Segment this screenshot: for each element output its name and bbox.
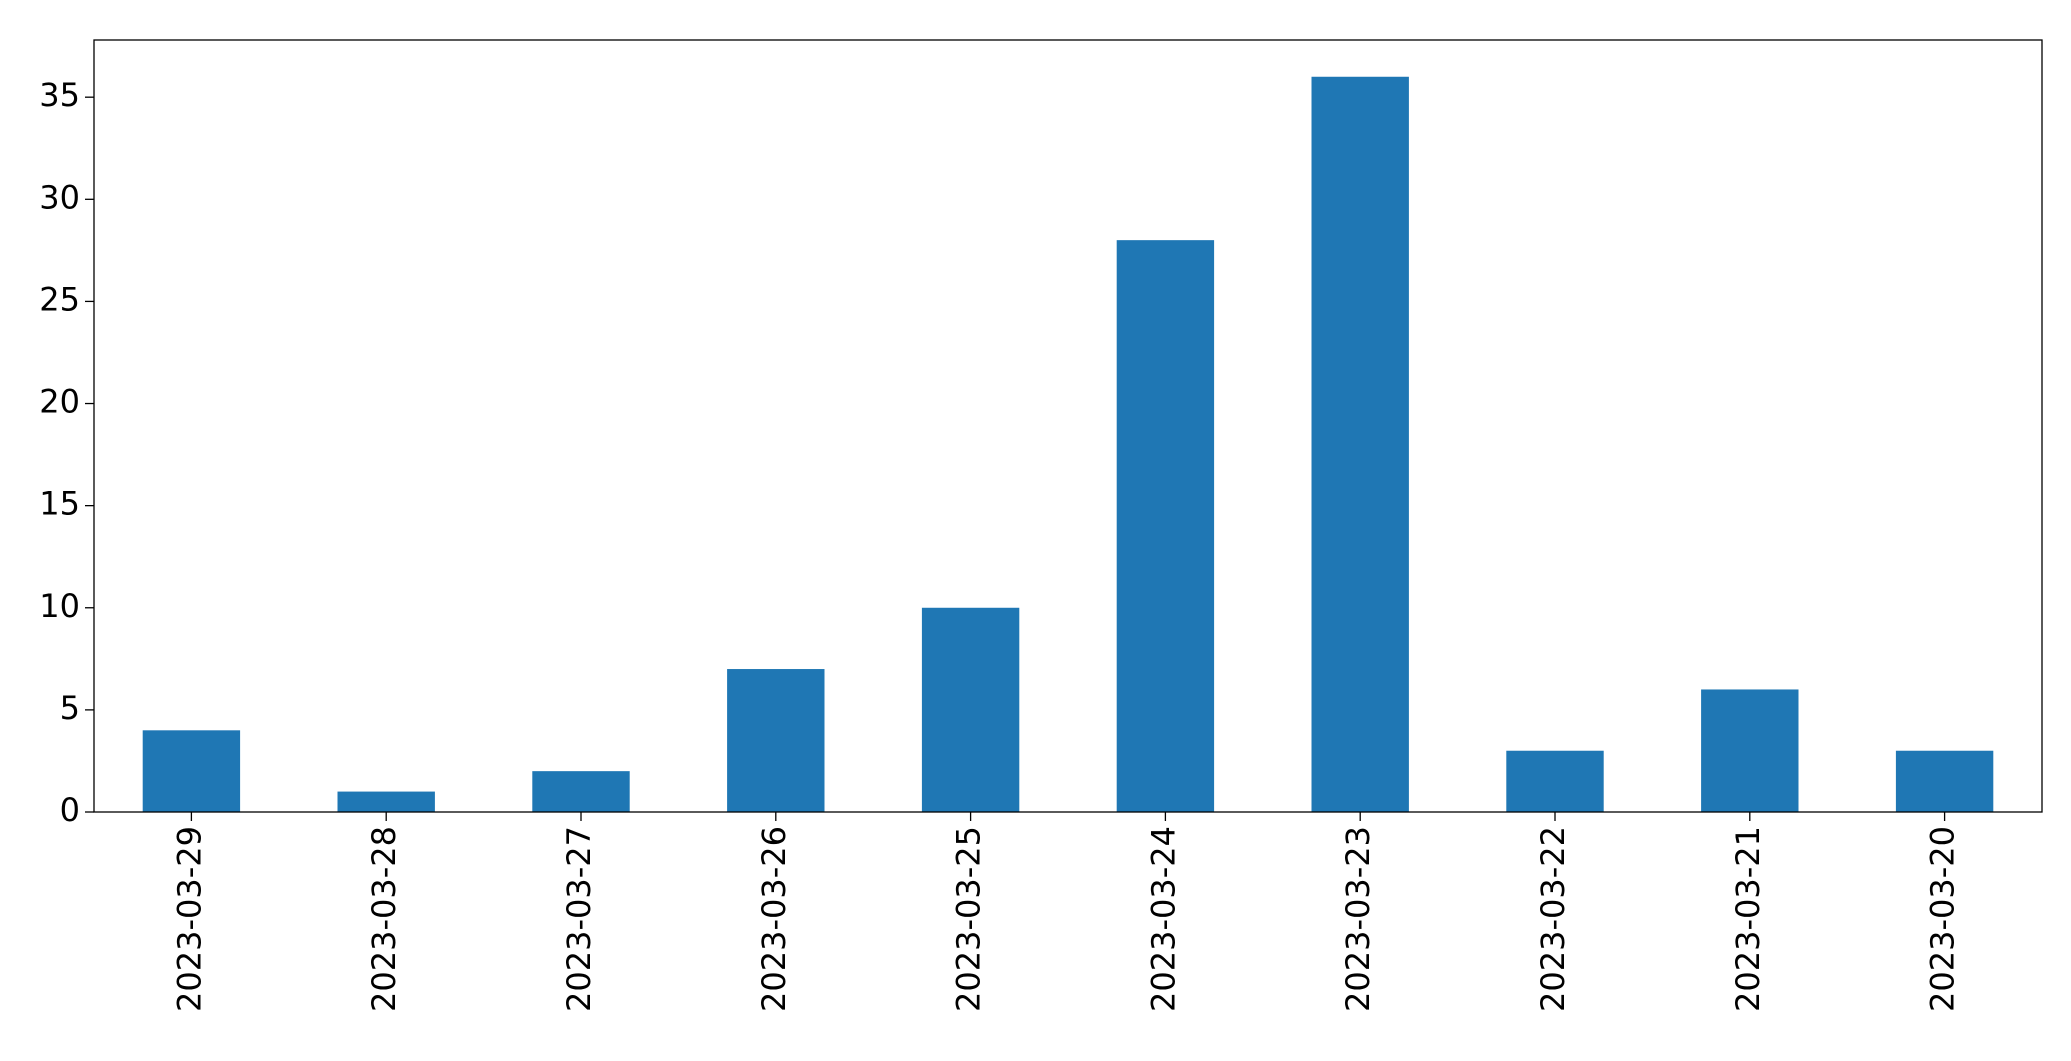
y-tick-label: 15: [39, 485, 80, 523]
bar: [1895, 750, 1994, 812]
y-tick-label: 30: [39, 178, 80, 216]
x-tick-label: 2023-03-29: [170, 826, 208, 1012]
x-tick-label: 2023-03-24: [1144, 826, 1182, 1012]
y-tick-label: 10: [39, 587, 80, 625]
bar: [337, 791, 435, 812]
bar: [532, 771, 630, 812]
y-tick-label: 0: [60, 791, 80, 829]
x-tick-label: 2023-03-27: [560, 826, 598, 1012]
plot-frame: [93, 39, 2043, 813]
bar: [1116, 240, 1215, 813]
y-tick-label: 35: [39, 76, 80, 114]
x-tick-label: 2023-03-23: [1339, 826, 1377, 1012]
bar: [1701, 689, 1799, 812]
bar: [727, 669, 825, 812]
y-tick-label: 20: [39, 383, 80, 421]
x-tick-label: 2023-03-28: [365, 826, 403, 1012]
x-tick-label: 2023-03-21: [1729, 826, 1767, 1012]
y-tick-label: 5: [60, 689, 80, 727]
y-tick-label: 25: [39, 280, 80, 318]
bar: [921, 607, 1020, 812]
x-tick-label: 2023-03-26: [755, 826, 793, 1012]
x-tick-label: 2023-03-25: [950, 826, 988, 1012]
bar: [142, 730, 241, 812]
bar: [1506, 750, 1604, 812]
x-tick-label: 2023-03-20: [1924, 826, 1962, 1012]
x-tick-label: 2023-03-22: [1534, 826, 1572, 1012]
bar: [1311, 76, 1409, 812]
